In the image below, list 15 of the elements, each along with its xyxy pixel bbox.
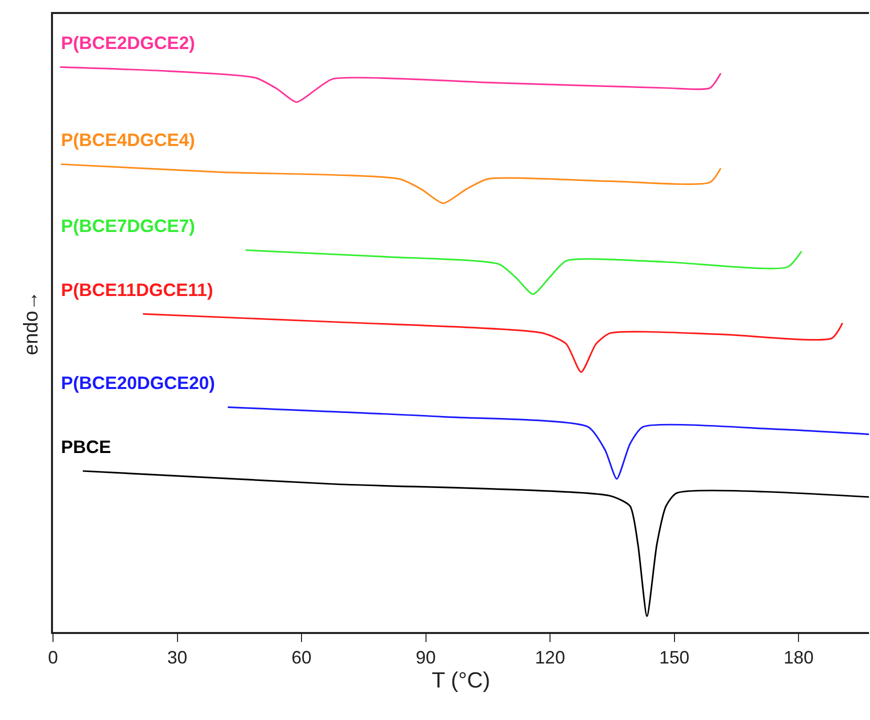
series-label: P(BCE4DGCE4) (61, 130, 196, 150)
x-tick-label: 60 (292, 647, 312, 668)
series-label: P(BCE2DGCE2) (61, 33, 196, 53)
x-axis-title: T (°C) (432, 667, 490, 692)
series-label: P(BCE11DGCE11) (61, 280, 214, 300)
y-axis-title: endo→ (20, 290, 42, 356)
x-tick-label: 120 (535, 647, 566, 668)
x-tick-label: 180 (784, 647, 814, 668)
x-tick-label: 90 (416, 647, 436, 668)
x-tick-label: 0 (48, 647, 58, 668)
series-label: P(BCE20DGCE20) (61, 373, 216, 393)
text: P(BCE7DGCE7) (61, 216, 196, 236)
series-label: PBCE (61, 437, 112, 457)
x-tick-label: 30 (167, 647, 188, 668)
x-tick-label: 150 (659, 647, 690, 668)
